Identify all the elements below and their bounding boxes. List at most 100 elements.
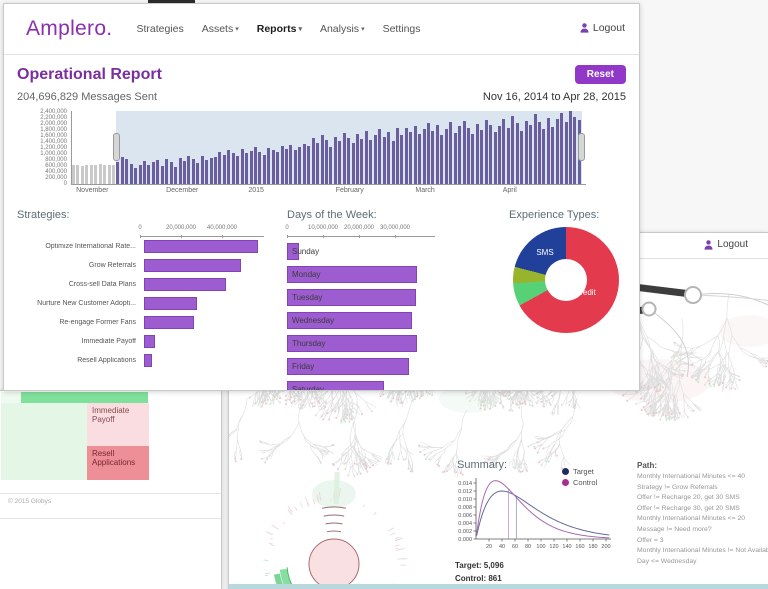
selection-handle-r[interactable] <box>578 133 586 161</box>
timeline-bar <box>324 140 328 184</box>
logout-label: Logout <box>592 22 625 34</box>
day-label: Thursday <box>292 339 326 348</box>
timeline-bar <box>466 128 470 184</box>
slice-label-sms: SMS <box>536 248 554 258</box>
y-tick: 1,400,000 <box>40 139 67 145</box>
timeline-bar <box>285 148 288 184</box>
timeline-bar <box>364 131 368 184</box>
timeline-bar <box>546 118 550 184</box>
experience-chart: Experience Types: SMS Credit <box>509 209 619 390</box>
timeline-bar <box>160 166 164 184</box>
timeline-plot <box>71 111 586 185</box>
timeline-bar <box>111 165 115 184</box>
nav-item-reports[interactable]: Reports ▾ <box>256 23 302 35</box>
timeline-bar <box>329 146 333 184</box>
treemap-cell-immediate-payoff[interactable]: Immediate Payoff <box>87 403 149 446</box>
treemap-label: Immediate Payoff <box>92 406 130 424</box>
y-tick: 800,000 <box>45 157 67 163</box>
nav-item-analysis[interactable]: Analysis ▾ <box>319 23 365 35</box>
timeline-bar <box>151 161 155 184</box>
timeline-bar <box>351 143 355 184</box>
timeline-bar <box>187 156 191 184</box>
svg-text:20: 20 <box>486 544 492 550</box>
messages-sent-count: 204,696,829 Messages Sent <box>17 91 158 103</box>
timeline-bar <box>431 131 435 184</box>
timeline-bar <box>493 131 497 184</box>
timeline-bar <box>502 119 506 184</box>
timeline-bar <box>320 134 324 184</box>
strategy-row: Nurture New Customer Adopti... <box>17 294 271 313</box>
svg-text:100: 100 <box>536 544 545 550</box>
amplero-logo: Amplero. <box>26 17 113 40</box>
timeline-bar <box>289 145 293 184</box>
treemap-cell[interactable] <box>1 392 21 403</box>
logout-label: Logout <box>717 239 748 250</box>
day-bar <box>287 312 412 329</box>
nav-item-assets[interactable]: Assets ▾ <box>201 23 239 35</box>
timeline-bar <box>262 154 266 184</box>
timeline-bar <box>156 159 160 184</box>
timeline-bar <box>302 143 306 184</box>
summary-legend: Target Control <box>562 467 597 489</box>
selection-handle-l[interactable] <box>113 133 121 161</box>
timeline-bar <box>382 137 386 184</box>
strategy-row: Immediate Payoff <box>17 332 271 351</box>
timeline-bar <box>107 164 111 184</box>
timeline-bar <box>453 133 457 184</box>
timeline-bar <box>80 165 84 184</box>
y-tick: 1,000,000 <box>40 151 67 157</box>
bottom-strip <box>229 584 768 589</box>
svg-text:0.014: 0.014 <box>458 481 472 487</box>
y-tick: 2,000,000 <box>40 121 67 127</box>
footer-divider <box>0 518 221 519</box>
nav-item-strategies[interactable]: Strategies <box>136 23 184 35</box>
day-bar <box>287 381 385 390</box>
timeline-bar <box>125 159 129 184</box>
timeline-bar <box>307 145 311 184</box>
timeline-bar <box>258 151 262 184</box>
timeline-bar <box>236 156 240 184</box>
logout-button[interactable]: Logout <box>704 239 748 250</box>
day-bar <box>287 266 417 283</box>
strategy-row: Cross-sell Data Plans <box>17 275 271 294</box>
timeline-bar <box>98 164 102 184</box>
treemap-cell-resell-applications[interactable]: Resell Applications <box>87 446 149 480</box>
timeline-bar <box>214 157 217 184</box>
timeline-bar <box>182 161 186 184</box>
timeline-bar <box>569 111 572 184</box>
nav-item-settings[interactable]: Settings <box>382 23 421 35</box>
timeline-bar <box>231 152 235 184</box>
treemap-cell[interactable] <box>21 392 148 403</box>
axis-tick-label: 10,000,000 <box>307 225 339 231</box>
y-tick: 2,400,000 <box>40 109 67 115</box>
path-rule: Offer != Recharge 30, get 20 SMS <box>637 504 740 512</box>
strategy-row: Resell Applications <box>17 351 271 370</box>
chevron-down-icon: ▾ <box>361 26 365 33</box>
strategy-label: Cross-sell Data Plans <box>68 281 136 288</box>
timeline-bar <box>267 148 271 184</box>
timeline-bar <box>249 151 253 184</box>
svg-text:120: 120 <box>549 544 558 550</box>
strategy-label: Immediate Payoff <box>81 338 136 345</box>
timeline-bar <box>240 149 244 184</box>
user-icon <box>704 239 713 250</box>
timeline-bar <box>440 135 444 184</box>
timeline-bar <box>253 146 257 184</box>
svg-text:160: 160 <box>575 544 584 550</box>
axis-tick-label: 20,000,000 <box>343 225 375 231</box>
svg-text:60: 60 <box>512 544 518 550</box>
timeline-bar <box>537 121 541 184</box>
strategy-bar <box>144 335 156 348</box>
path-rule: Day <= Wednesday <box>637 557 697 565</box>
page-title: Operational Report <box>17 65 162 83</box>
timeline-bar <box>200 155 204 184</box>
timeline-bar <box>178 157 182 184</box>
reset-button[interactable]: Reset <box>574 65 626 84</box>
app-bar: Amplero. Strategies Assets ▾ Reports ▾ Analys… <box>4 4 639 55</box>
target-count: Target: 5,096 <box>455 561 504 570</box>
timeline-bar <box>444 129 448 184</box>
y-tick: 600,000 <box>45 163 67 169</box>
logout-button[interactable]: Logout <box>580 22 625 34</box>
treemap-cell[interactable] <box>1 403 87 480</box>
